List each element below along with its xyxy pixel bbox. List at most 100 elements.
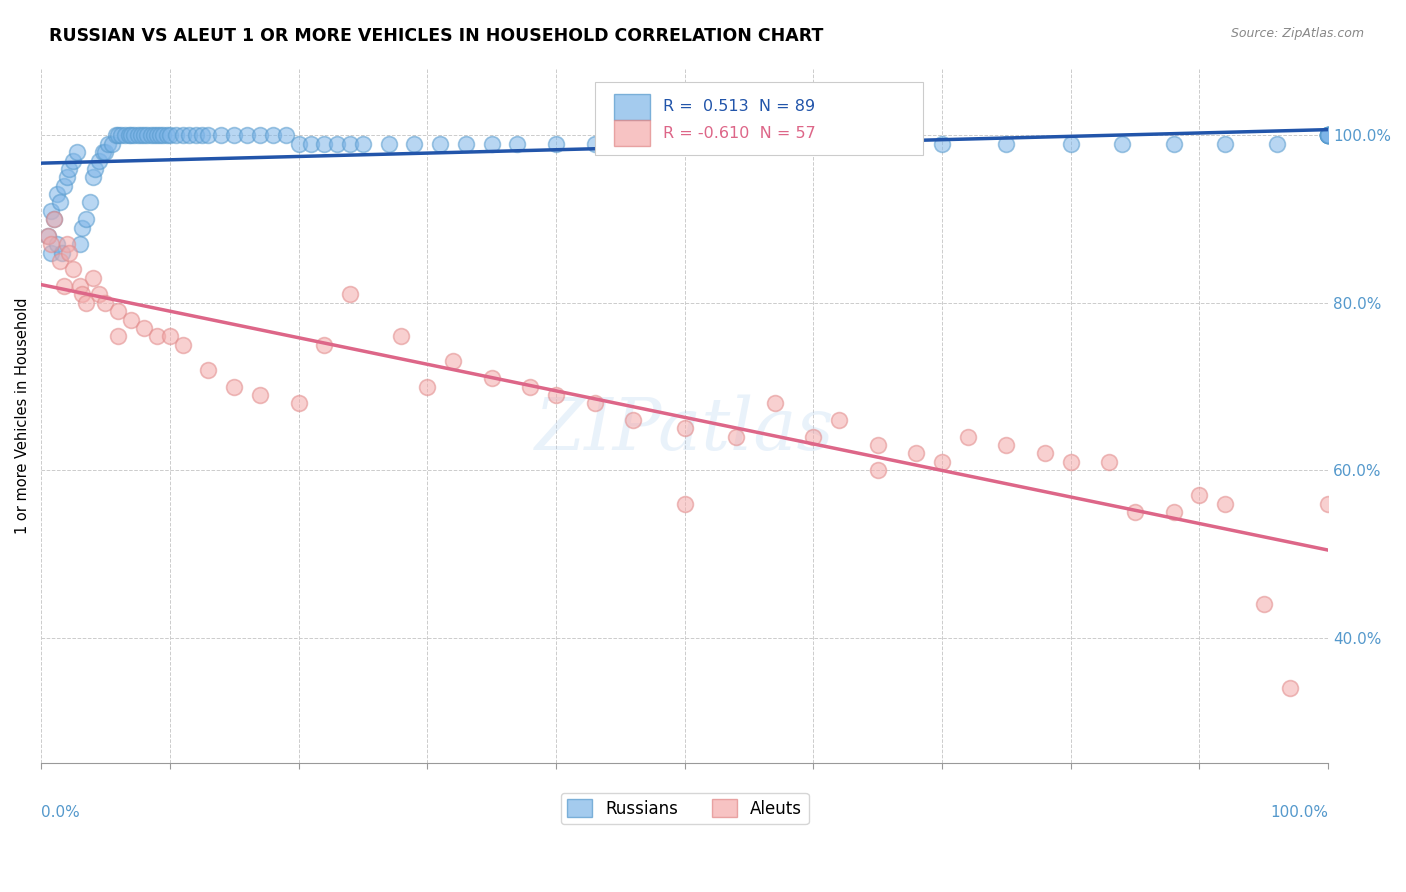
Point	[1317, 128, 1340, 143]
Point	[120, 312, 142, 326]
Point	[146, 128, 169, 143]
Point	[41, 245, 63, 260]
Point	[763, 396, 786, 410]
Point	[131, 128, 153, 143]
Point	[69, 237, 91, 252]
Point	[224, 379, 246, 393]
Point	[87, 153, 110, 168]
Point	[1317, 128, 1340, 143]
Point	[82, 270, 104, 285]
Point	[274, 128, 297, 143]
Point	[673, 497, 696, 511]
FancyBboxPatch shape	[595, 82, 922, 155]
Point	[1278, 681, 1301, 695]
Point	[56, 237, 79, 252]
Point	[72, 220, 94, 235]
Point	[49, 254, 72, 268]
Point	[132, 128, 155, 143]
Point	[165, 128, 187, 143]
Point	[287, 136, 309, 151]
FancyBboxPatch shape	[614, 94, 650, 120]
Point	[143, 128, 166, 143]
Point	[75, 296, 97, 310]
Point	[66, 145, 89, 160]
Point	[339, 136, 361, 151]
Point	[326, 136, 349, 151]
Point	[299, 136, 322, 151]
Text: R = -0.610  N = 57: R = -0.610 N = 57	[662, 126, 815, 141]
Point	[69, 279, 91, 293]
Point	[53, 178, 76, 193]
Point	[152, 128, 174, 143]
Point	[197, 363, 219, 377]
Point	[159, 329, 181, 343]
Point	[62, 153, 84, 168]
FancyBboxPatch shape	[614, 120, 650, 146]
Point	[1188, 488, 1211, 502]
Point	[454, 136, 477, 151]
Point	[107, 329, 129, 343]
Point	[1253, 597, 1275, 611]
Point	[583, 136, 606, 151]
Point	[866, 438, 889, 452]
Point	[249, 128, 271, 143]
Point	[1317, 128, 1340, 143]
Point	[37, 228, 59, 243]
Point	[544, 136, 567, 151]
Point	[995, 136, 1018, 151]
Point	[956, 430, 979, 444]
Point	[191, 128, 214, 143]
Text: 100.0%: 100.0%	[1270, 805, 1329, 820]
Point	[87, 287, 110, 301]
Point	[139, 128, 162, 143]
Y-axis label: 1 or more Vehicles in Household: 1 or more Vehicles in Household	[15, 298, 30, 534]
Point	[94, 296, 117, 310]
Point	[94, 145, 117, 160]
Point	[110, 128, 132, 143]
Point	[1098, 455, 1121, 469]
Point	[481, 371, 503, 385]
Point	[122, 128, 145, 143]
Point	[172, 337, 194, 351]
Point	[1317, 128, 1340, 143]
Point	[339, 287, 361, 301]
Point	[42, 212, 65, 227]
Point	[41, 237, 63, 252]
Point	[91, 145, 114, 160]
Point	[583, 396, 606, 410]
Point	[725, 430, 748, 444]
Point	[1163, 136, 1185, 151]
Point	[519, 379, 541, 393]
Point	[41, 203, 63, 218]
Point	[314, 337, 336, 351]
Point	[1265, 136, 1288, 151]
Point	[104, 128, 127, 143]
Point	[135, 128, 157, 143]
Point	[673, 136, 696, 151]
Point	[1111, 136, 1133, 151]
Point	[75, 212, 97, 227]
Point	[72, 287, 94, 301]
Point	[56, 170, 79, 185]
Point	[995, 438, 1018, 452]
Point	[146, 329, 169, 343]
Point	[287, 396, 309, 410]
Point	[506, 136, 529, 151]
Point	[404, 136, 426, 151]
Point	[776, 136, 799, 151]
Text: RUSSIAN VS ALEUT 1 OR MORE VEHICLES IN HOUSEHOLD CORRELATION CHART: RUSSIAN VS ALEUT 1 OR MORE VEHICLES IN H…	[49, 27, 824, 45]
Point	[58, 245, 80, 260]
Point	[1163, 505, 1185, 519]
Point	[82, 170, 104, 185]
Point	[197, 128, 219, 143]
Point	[107, 304, 129, 318]
Point	[97, 136, 120, 151]
Point	[1317, 497, 1340, 511]
Point	[51, 245, 73, 260]
Point	[53, 279, 76, 293]
Point	[101, 136, 124, 151]
Point	[236, 128, 259, 143]
Point	[481, 136, 503, 151]
Text: 0.0%: 0.0%	[41, 805, 80, 820]
Point	[45, 237, 67, 252]
